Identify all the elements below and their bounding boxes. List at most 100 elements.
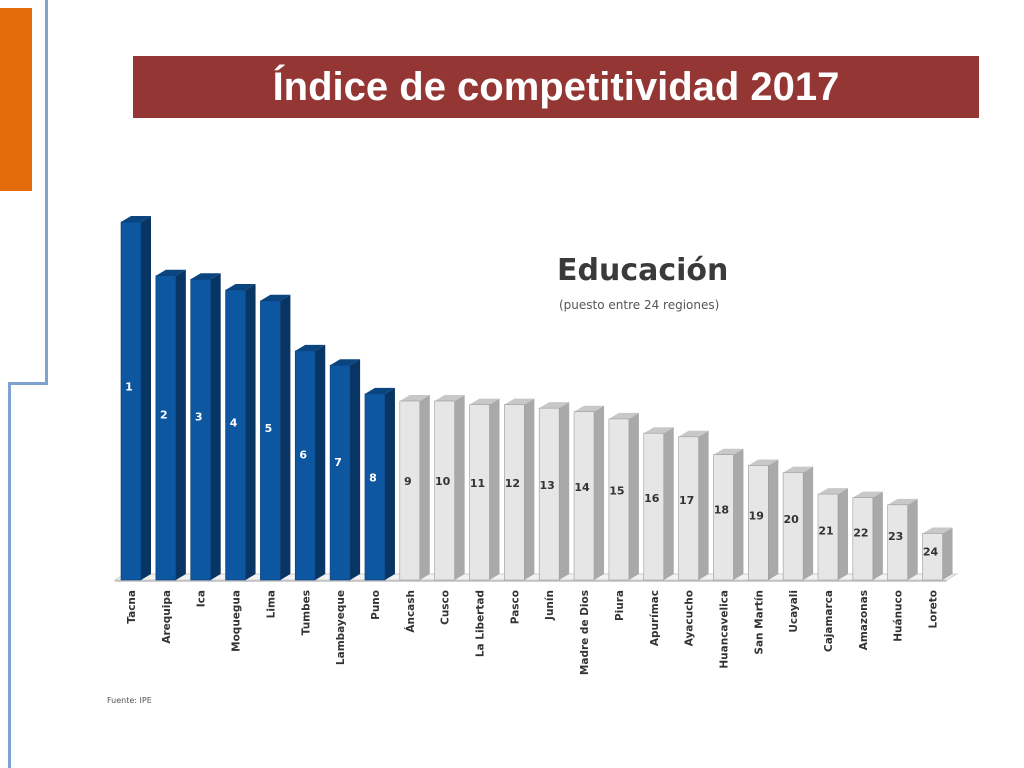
category-label-13: Junín	[544, 590, 556, 621]
slide-title: Índice de competitividad 2017	[272, 64, 840, 109]
bar-side-3	[210, 273, 221, 580]
bar-top-15	[608, 412, 639, 419]
bar-top-22	[852, 491, 883, 498]
bar-side-15	[628, 412, 639, 580]
bar-rank-label-8: 8	[369, 471, 377, 484]
bar-side-16	[663, 427, 674, 580]
bar-rank-label-19: 19	[749, 509, 764, 522]
category-label-14: Madre de Dios	[579, 590, 591, 675]
bar-14	[573, 411, 595, 581]
bar-1	[120, 221, 142, 581]
bar-rank-label-24: 24	[923, 545, 939, 558]
orange-accent-block	[0, 8, 32, 191]
bar-rank-label-21: 21	[818, 524, 833, 537]
category-label-8: Puno	[370, 590, 382, 620]
decorative-rule-bottom	[8, 382, 11, 768]
bar-19	[747, 465, 769, 581]
category-label-5: Lima	[265, 590, 277, 618]
bar-4	[225, 289, 246, 581]
category-label-9: Áncash	[404, 590, 417, 633]
bar-rank-label-20: 20	[783, 513, 799, 526]
category-label-19: San Martín	[753, 590, 765, 655]
bar-side-14	[594, 405, 605, 580]
bar-rank-label-4: 4	[230, 416, 238, 429]
bar-rank-label-13: 13	[540, 479, 555, 492]
bar-top-6	[295, 344, 326, 351]
category-label-23: Huánuco	[893, 590, 905, 642]
bar-top-19	[748, 459, 779, 466]
bar-top-5	[260, 294, 291, 301]
bar-rank-label-18: 18	[714, 504, 729, 517]
category-label-21: Cajamarca	[823, 590, 835, 652]
bar-21	[817, 493, 839, 581]
category-label-18: Huancavelica	[718, 590, 730, 669]
bar-top-20	[783, 466, 814, 473]
category-label-6: Tumbes	[300, 590, 312, 635]
bar-2	[155, 275, 177, 581]
bar-rank-label-12: 12	[505, 477, 520, 490]
category-label-20: Ucayali	[788, 590, 800, 633]
bar-side-23	[907, 498, 918, 580]
bar-side-2	[175, 269, 186, 580]
bar-5	[260, 300, 281, 581]
bar-side-19	[768, 459, 779, 580]
bar-side-1	[141, 216, 151, 580]
category-label-3: Ica	[196, 590, 208, 607]
bar-side-7	[350, 359, 361, 580]
chart-title: Educación	[557, 253, 728, 288]
category-label-24: Loreto	[928, 590, 940, 628]
bar-rank-label-5: 5	[265, 422, 273, 435]
category-label-10: Cusco	[440, 590, 452, 625]
bar-top-10	[434, 395, 465, 401]
category-label-7: Lambayeque	[335, 590, 347, 665]
bar-top-14	[574, 405, 605, 412]
bar-rank-label-16: 16	[644, 492, 660, 505]
bar-side-24	[942, 527, 953, 580]
bar-7	[329, 364, 351, 581]
bar-rank-label-14: 14	[574, 481, 590, 494]
chart-subtitle: (puesto entre 24 regiones)	[559, 298, 719, 312]
bar-top-8	[364, 387, 395, 394]
bar-rank-label-9: 9	[404, 475, 412, 488]
bar-10	[434, 400, 455, 581]
bar-side-22	[872, 491, 883, 580]
category-label-11: La Libertad	[475, 590, 487, 657]
bar-top-23	[887, 498, 918, 505]
bar-top-11	[469, 398, 500, 405]
category-label-12: Pasco	[509, 590, 521, 624]
bar-side-8	[384, 387, 395, 580]
bar-15	[608, 418, 630, 581]
bar-side-4	[245, 284, 256, 580]
bar-13	[538, 407, 560, 581]
bar-rank-label-10: 10	[435, 475, 451, 488]
bar-side-6	[315, 344, 326, 580]
bar-12	[504, 404, 525, 581]
bar-top-7	[330, 359, 361, 366]
bar-rank-label-17: 17	[679, 494, 694, 507]
bar-rank-label-23: 23	[888, 530, 903, 543]
bar-top-1	[121, 216, 151, 222]
bar-22	[852, 497, 874, 581]
bar-top-4	[225, 284, 256, 291]
title-bar: Índice de competitividad 2017	[133, 56, 979, 118]
bar-rank-label-1: 1	[125, 380, 133, 393]
bar-side-18	[733, 448, 744, 580]
decorative-rule-step	[8, 382, 48, 385]
category-label-1: Tacna	[126, 590, 138, 624]
bar-20	[782, 472, 804, 581]
bar-rank-label-15: 15	[609, 485, 624, 498]
source-note: Fuente: IPE	[107, 696, 152, 705]
bar-11	[469, 404, 490, 581]
bar-side-11	[489, 398, 500, 580]
bar-17	[678, 436, 699, 581]
bar-side-20	[803, 466, 814, 580]
category-label-22: Amazonas	[858, 590, 870, 650]
bar-16	[643, 432, 665, 581]
bar-top-16	[643, 427, 674, 434]
bar-18	[713, 454, 734, 581]
bar-top-21	[818, 488, 848, 495]
bar-rank-label-3: 3	[195, 411, 203, 424]
bar-23	[887, 504, 909, 581]
bar-rank-label-11: 11	[470, 477, 485, 490]
bar-top-24	[922, 527, 953, 534]
